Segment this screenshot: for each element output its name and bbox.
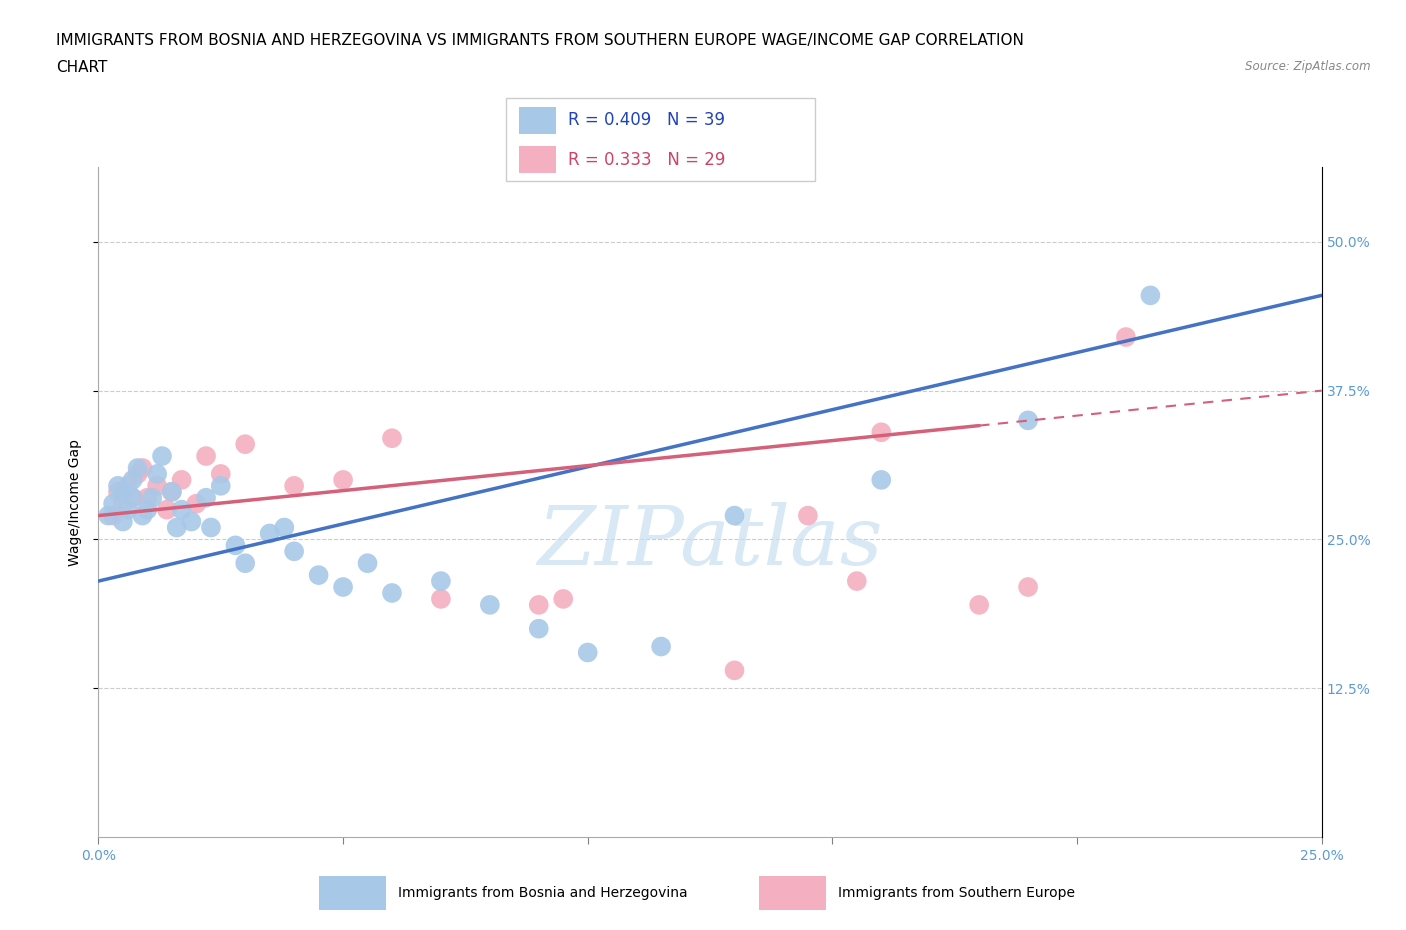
Point	[101, 497, 124, 512]
Point	[97, 508, 120, 523]
Point	[180, 514, 202, 529]
Point	[170, 502, 193, 517]
FancyBboxPatch shape	[519, 107, 555, 134]
Point	[195, 490, 218, 505]
Point	[160, 485, 183, 499]
Point	[117, 502, 139, 517]
Point	[478, 597, 501, 612]
Point	[723, 508, 745, 523]
Point	[121, 490, 143, 505]
Point	[233, 437, 256, 452]
FancyBboxPatch shape	[519, 146, 555, 173]
Point	[723, 663, 745, 678]
Point	[870, 472, 893, 487]
Point	[650, 639, 672, 654]
Text: R = 0.333   N = 29: R = 0.333 N = 29	[568, 151, 725, 168]
Point	[576, 645, 599, 660]
Point	[527, 597, 550, 612]
FancyBboxPatch shape	[319, 876, 385, 910]
Point	[127, 467, 149, 482]
Point	[1017, 579, 1039, 594]
Point	[117, 478, 139, 493]
Point	[121, 472, 143, 487]
Point	[209, 467, 232, 482]
Point	[200, 520, 222, 535]
Point	[870, 425, 893, 440]
Point	[332, 579, 354, 594]
Point	[160, 485, 183, 499]
Point	[170, 472, 193, 487]
Text: CHART: CHART	[56, 60, 108, 75]
Point	[797, 508, 820, 523]
Text: IMMIGRANTS FROM BOSNIA AND HERZEGOVINA VS IMMIGRANTS FROM SOUTHERN EUROPE WAGE/I: IMMIGRANTS FROM BOSNIA AND HERZEGOVINA V…	[56, 33, 1024, 47]
Text: Immigrants from Southern Europe: Immigrants from Southern Europe	[838, 885, 1076, 900]
Point	[195, 448, 218, 463]
Point	[332, 472, 354, 487]
Point	[107, 478, 129, 493]
Point	[967, 597, 990, 612]
Point	[273, 520, 295, 535]
Point	[127, 460, 149, 475]
Point	[1139, 288, 1161, 303]
Point	[141, 490, 163, 505]
Point	[553, 591, 575, 606]
Text: Source: ZipAtlas.com: Source: ZipAtlas.com	[1246, 60, 1371, 73]
Point	[166, 520, 188, 535]
Point	[1115, 329, 1137, 344]
Point	[111, 485, 134, 499]
Point	[430, 591, 453, 606]
Point	[308, 567, 330, 582]
Point	[381, 586, 404, 601]
Point	[224, 538, 246, 552]
FancyBboxPatch shape	[759, 876, 827, 910]
Point	[150, 448, 173, 463]
Point	[430, 574, 453, 589]
Point	[259, 526, 281, 541]
Point	[283, 478, 305, 493]
Point	[101, 508, 124, 523]
FancyBboxPatch shape	[506, 98, 815, 181]
Point	[107, 485, 129, 499]
Point	[111, 514, 134, 529]
Point	[527, 621, 550, 636]
Point	[111, 497, 134, 512]
Point	[156, 502, 179, 517]
Point	[136, 490, 159, 505]
Text: Immigrants from Bosnia and Herzegovina: Immigrants from Bosnia and Herzegovina	[398, 885, 688, 900]
Point	[136, 502, 159, 517]
Point	[845, 574, 868, 589]
Point	[121, 490, 143, 505]
Point	[356, 556, 378, 571]
Point	[131, 508, 153, 523]
Point	[131, 460, 153, 475]
Point	[233, 556, 256, 571]
Point	[1017, 413, 1039, 428]
Point	[146, 478, 169, 493]
Y-axis label: Wage/Income Gap: Wage/Income Gap	[67, 439, 82, 565]
Point	[381, 431, 404, 445]
Point	[283, 544, 305, 559]
Point	[209, 478, 232, 493]
Text: ZIPatlas: ZIPatlas	[537, 502, 883, 582]
Point	[146, 467, 169, 482]
Point	[186, 497, 208, 512]
Text: R = 0.409   N = 39: R = 0.409 N = 39	[568, 112, 725, 129]
